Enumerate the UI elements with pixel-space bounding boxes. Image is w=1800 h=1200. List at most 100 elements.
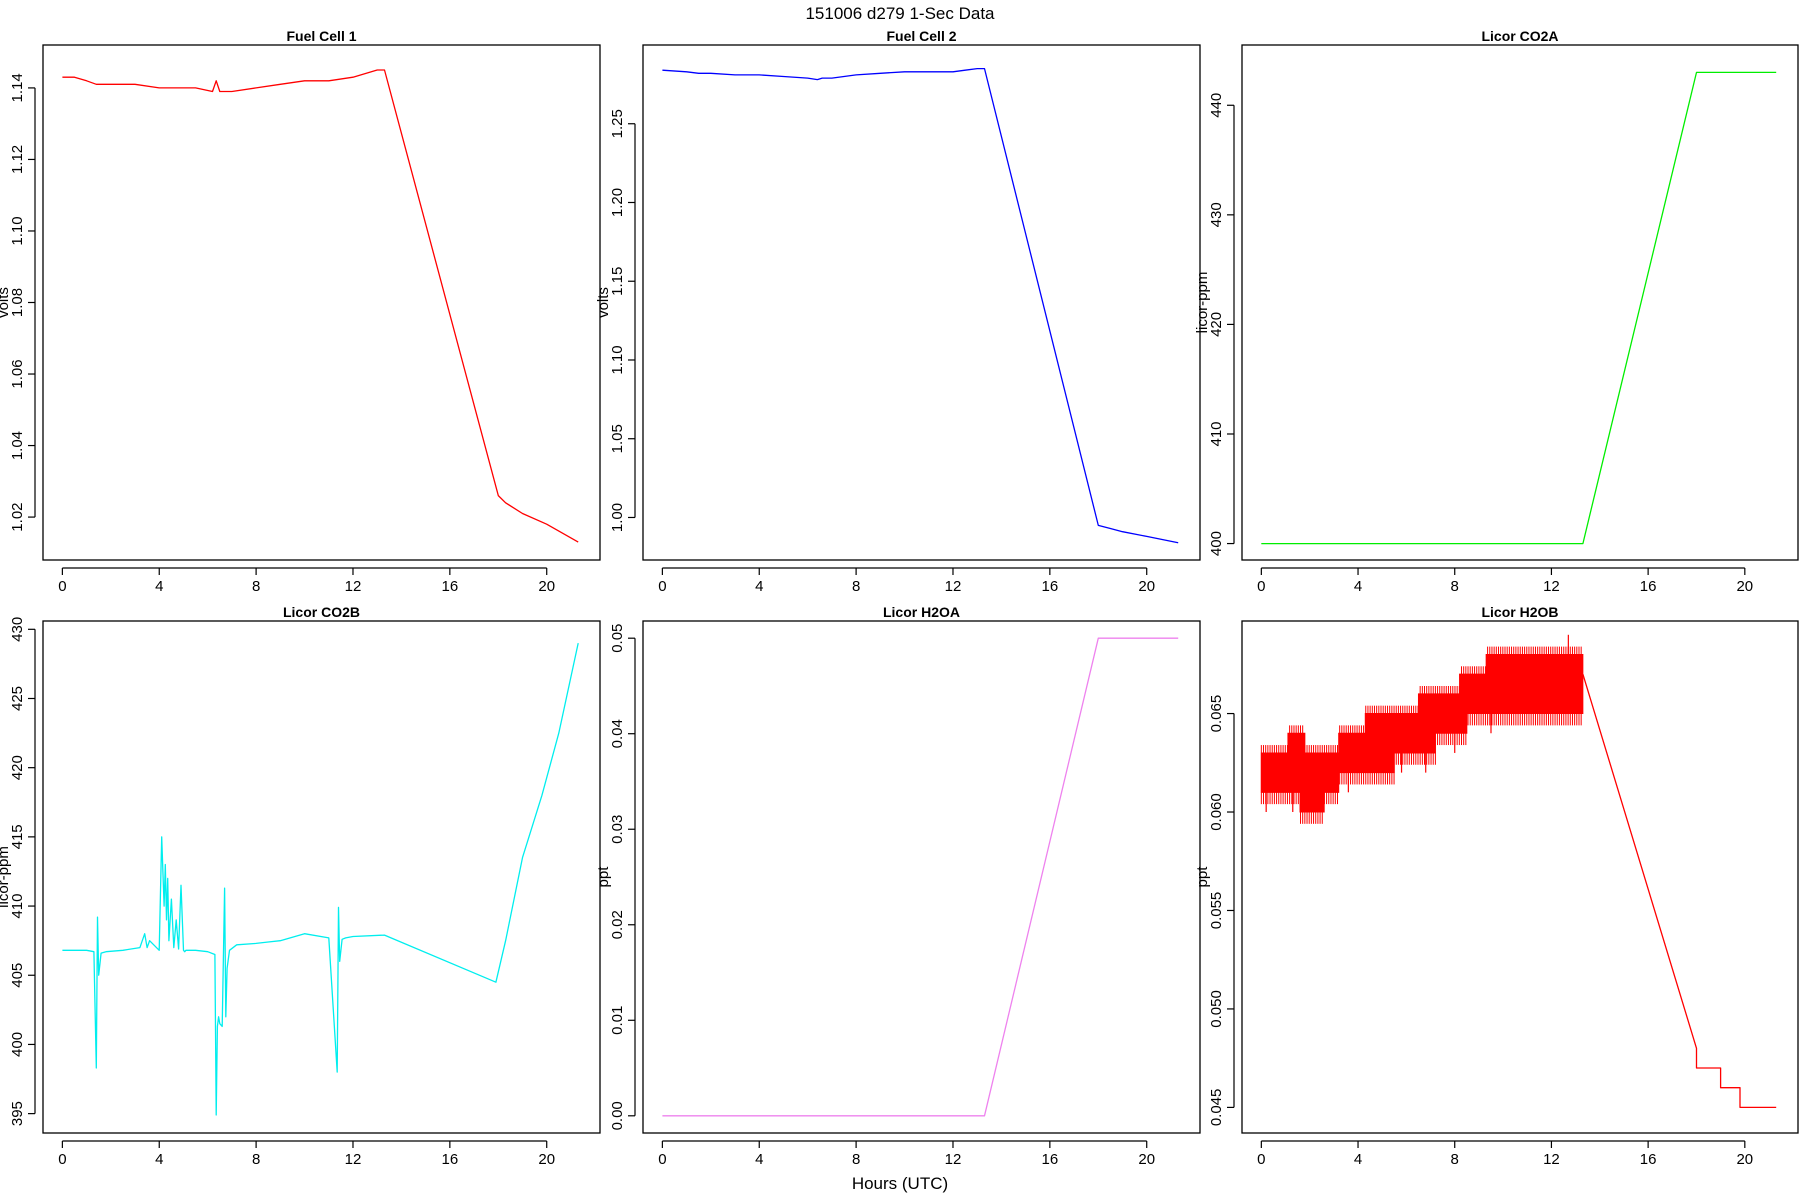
x-tick-label: 8 [1451, 578, 1459, 595]
y-tick-label: 1.12 [9, 145, 26, 174]
y-tick-label: 1.14 [9, 73, 26, 102]
x-tick-label: 8 [252, 1151, 260, 1168]
y-tick-label: 400 [9, 1032, 26, 1057]
y-tick-label: 0.055 [1208, 892, 1225, 930]
y-tick-label: 1.08 [9, 288, 26, 317]
y-tick-label: 1.06 [9, 359, 26, 388]
y-axis-label: licor-ppm [0, 846, 12, 908]
plot-frame [42, 620, 601, 1134]
x-tick-label: 0 [1257, 1151, 1265, 1168]
y-tick-label: 1.10 [609, 345, 626, 374]
y-axis: 400 410 420 430 440 [1208, 93, 1235, 556]
x-tick-label: 16 [442, 578, 459, 595]
y-tick-label: 1.25 [609, 109, 626, 138]
y-axis-label: volts [0, 287, 12, 318]
y-tick-label: 0.01 [609, 1006, 626, 1035]
y-tick-label: 0.050 [1208, 990, 1225, 1028]
y-axis: 1.00 1.05 1.10 1.15 1.20 1.25 [609, 109, 636, 532]
y-tick-label: 430 [1208, 202, 1225, 227]
x-tick-label: 20 [1138, 1151, 1155, 1168]
y-axis: 1.02 1.04 1.06 1.08 1.10 1.12 1.14 [9, 73, 36, 532]
panel-title: Licor CO2B [283, 604, 360, 620]
y-tick-label: 0.03 [609, 815, 626, 844]
y-tick-label: 0.045 [1208, 1089, 1225, 1127]
y-tick-label: 1.15 [609, 267, 626, 296]
y-axis: 0.045 0.050 0.055 0.060 0.065 [1208, 695, 1235, 1127]
y-tick-label: 410 [1208, 421, 1225, 446]
x-tick-label: 12 [945, 1151, 962, 1168]
series-line [1261, 71, 1777, 545]
y-tick-label: 0.060 [1208, 793, 1225, 831]
panel-fuel-cell-2: Fuel Cell 2 volts 0 4 8 12 16 20 1.00 1.05 1.10 1.1… [595, 28, 1201, 595]
panel-licor-co2a: Licor CO2A licor-ppm 0 4 8 12 16 20 400 410 420 430… [1194, 28, 1799, 595]
y-tick-label: 0.065 [1208, 695, 1225, 733]
x-tick-label: 0 [658, 578, 666, 595]
x-axis: 0 4 8 12 16 20 [1257, 567, 1753, 595]
y-axis-label: ppt [1194, 866, 1211, 888]
panel-title: Licor H2OB [1481, 604, 1558, 620]
plot-frame [42, 44, 601, 561]
y-tick-label: 420 [9, 755, 26, 780]
y-tick-label: 1.20 [609, 188, 626, 217]
y-axis: 0.00 0.01 0.02 0.03 0.04 0.05 [609, 624, 636, 1130]
x-tick-label: 16 [1042, 578, 1059, 595]
x-tick-label: 16 [442, 1151, 459, 1168]
x-tick-label: 16 [1640, 1151, 1657, 1168]
x-tick-label: 12 [345, 578, 362, 595]
figure-title: 151006 d279 1-Sec Data [805, 4, 995, 23]
noise-spikes [1260, 634, 1582, 824]
x-axis: 0 4 8 12 16 20 [1257, 1140, 1753, 1168]
plot-frame [1241, 620, 1799, 1134]
x-tick-label: 12 [945, 578, 962, 595]
y-tick-label: 400 [1208, 531, 1225, 556]
x-tick-label: 0 [1257, 578, 1265, 595]
figure-x-axis-label: Hours (UTC) [852, 1174, 948, 1193]
series-line [1582, 674, 1777, 1109]
y-tick-label: 420 [1208, 312, 1225, 337]
x-tick-label: 4 [1354, 578, 1362, 595]
y-tick-label: 405 [9, 963, 26, 988]
y-tick-label: 410 [9, 894, 26, 919]
x-tick-label: 0 [658, 1151, 666, 1168]
y-tick-label: 0.02 [609, 910, 626, 939]
y-tick-label: 1.02 [9, 502, 26, 531]
series-line [62, 69, 579, 543]
x-tick-label: 8 [852, 1151, 860, 1168]
plot-frame [1241, 44, 1799, 561]
series-line [62, 642, 579, 1116]
y-tick-label: 440 [1208, 93, 1225, 118]
x-tick-label: 20 [1138, 578, 1155, 595]
y-tick-label: 395 [9, 1101, 26, 1126]
y-tick-label: 425 [9, 686, 26, 711]
x-axis: 0 4 8 12 16 20 [658, 1140, 1155, 1168]
x-tick-label: 4 [755, 1151, 763, 1168]
series-line [662, 67, 1179, 544]
y-tick-label: 0.05 [609, 624, 626, 653]
y-tick-label: 0.04 [609, 719, 626, 748]
x-tick-label: 8 [852, 578, 860, 595]
y-tick-label: 415 [9, 824, 26, 849]
y-axis-label: ppt [595, 866, 612, 888]
x-tick-label: 12 [1543, 578, 1560, 595]
y-tick-label: 1.00 [609, 503, 626, 532]
x-tick-label: 20 [538, 578, 555, 595]
x-tick-label: 20 [538, 1151, 555, 1168]
y-axis-label: volts [595, 287, 612, 318]
x-tick-label: 4 [755, 578, 763, 595]
x-tick-label: 8 [1451, 1151, 1459, 1168]
x-tick-label: 20 [1736, 578, 1753, 595]
plot-frame [642, 44, 1201, 561]
y-tick-label: 0.00 [609, 1101, 626, 1130]
y-axis: 395 400 405 410 415 420 425 430 [9, 617, 36, 1126]
panel-title: Licor CO2A [1481, 28, 1558, 44]
plot-frame [642, 620, 1201, 1134]
y-tick-label: 430 [9, 617, 26, 642]
panel-title: Fuel Cell 2 [886, 28, 956, 44]
x-tick-label: 16 [1042, 1151, 1059, 1168]
x-axis: 0 4 8 12 16 20 [658, 567, 1155, 595]
